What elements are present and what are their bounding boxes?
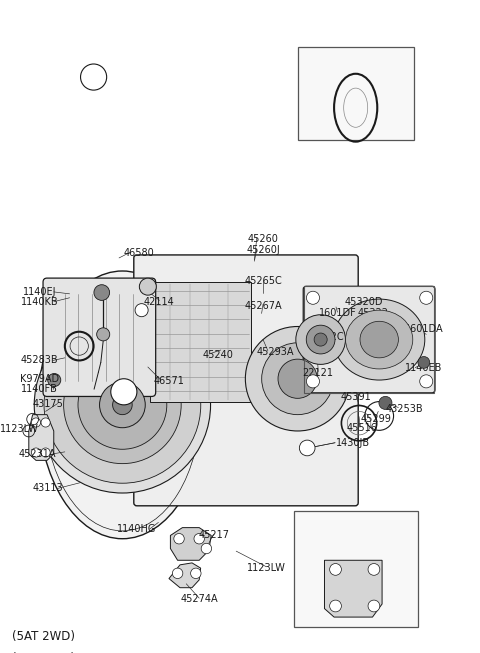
Text: 45322: 45322 (358, 308, 389, 319)
Text: 45262B: 45262B (305, 54, 345, 63)
Text: 45265C: 45265C (244, 276, 282, 287)
Ellipse shape (334, 299, 425, 380)
Text: 45391: 45391 (341, 392, 372, 402)
Text: 45240: 45240 (203, 349, 234, 360)
Text: 1140EB: 1140EB (405, 362, 443, 373)
Circle shape (113, 395, 132, 415)
Circle shape (306, 375, 320, 388)
Polygon shape (324, 560, 382, 617)
Circle shape (135, 304, 148, 317)
Circle shape (300, 440, 315, 456)
Text: 45217: 45217 (339, 542, 372, 552)
Text: (5AT 4WD): (5AT 4WD) (12, 652, 75, 653)
Circle shape (296, 315, 346, 364)
Circle shape (314, 333, 327, 346)
FancyBboxPatch shape (43, 278, 156, 396)
Circle shape (64, 346, 181, 464)
Text: 1140KB: 1140KB (21, 296, 58, 307)
Circle shape (262, 343, 334, 415)
Polygon shape (29, 415, 54, 460)
FancyBboxPatch shape (134, 255, 358, 506)
Circle shape (81, 64, 107, 90)
Text: 22121: 22121 (303, 368, 334, 378)
Text: 1123LW: 1123LW (0, 424, 38, 434)
Text: 43253B: 43253B (385, 404, 423, 414)
Text: 45332C: 45332C (307, 332, 344, 342)
Text: 46571: 46571 (154, 376, 184, 387)
Text: 1601DA: 1601DA (405, 324, 443, 334)
Text: 1140FB: 1140FB (21, 383, 58, 394)
Circle shape (139, 278, 156, 295)
Circle shape (31, 418, 41, 427)
Text: 45293A: 45293A (256, 347, 294, 357)
Circle shape (245, 326, 350, 431)
Circle shape (191, 568, 201, 579)
Bar (304, 286, 434, 393)
Circle shape (368, 564, 380, 575)
Circle shape (96, 328, 110, 341)
Circle shape (201, 543, 212, 554)
Text: 1430JB: 1430JB (336, 438, 370, 448)
Ellipse shape (38, 271, 206, 539)
Circle shape (94, 285, 109, 300)
Circle shape (306, 291, 320, 304)
Text: 45320D: 45320D (345, 296, 383, 307)
Text: 45217: 45217 (198, 530, 229, 541)
Bar (298, 47, 414, 140)
Circle shape (172, 568, 183, 579)
Circle shape (306, 325, 335, 354)
Circle shape (174, 534, 184, 544)
Circle shape (41, 418, 50, 427)
FancyBboxPatch shape (303, 286, 435, 393)
Circle shape (330, 600, 341, 612)
Circle shape (44, 326, 201, 483)
Text: 45260J: 45260J (246, 245, 280, 255)
Circle shape (420, 291, 433, 304)
Text: 45516: 45516 (347, 423, 378, 434)
Circle shape (78, 360, 167, 449)
Circle shape (420, 375, 433, 388)
Text: 45267A: 45267A (244, 300, 282, 311)
Text: 1140HG: 1140HG (117, 524, 156, 534)
Ellipse shape (346, 310, 413, 369)
Circle shape (48, 374, 61, 387)
Text: 46580: 46580 (124, 248, 155, 259)
Text: 45274A: 45274A (180, 594, 218, 605)
Bar (150, 282, 251, 402)
Circle shape (330, 564, 341, 575)
Circle shape (31, 448, 41, 457)
Circle shape (41, 448, 50, 457)
Circle shape (379, 396, 392, 409)
Circle shape (368, 600, 380, 612)
Text: 45260: 45260 (248, 234, 278, 244)
Bar (294, 511, 418, 627)
Circle shape (278, 359, 317, 398)
Ellipse shape (360, 321, 398, 358)
Circle shape (99, 382, 145, 428)
Circle shape (194, 534, 204, 544)
Text: (5AT 4WD): (5AT 4WD) (301, 518, 356, 528)
Circle shape (111, 379, 137, 405)
Polygon shape (170, 528, 211, 560)
Text: 45231A: 45231A (19, 449, 56, 459)
Text: 45299: 45299 (360, 413, 391, 424)
Text: 43113: 43113 (33, 483, 63, 494)
Text: 43175: 43175 (33, 398, 63, 409)
Text: 1140EJ: 1140EJ (23, 287, 56, 297)
Text: 45283B: 45283B (21, 355, 58, 366)
Polygon shape (169, 563, 201, 588)
Text: 1123LW: 1123LW (247, 563, 286, 573)
Text: 42114: 42114 (144, 296, 175, 307)
Text: K979AD: K979AD (20, 374, 59, 384)
Text: 1601DF: 1601DF (319, 308, 356, 319)
Circle shape (418, 357, 430, 368)
Circle shape (34, 317, 211, 493)
Text: A: A (90, 72, 97, 82)
Text: (5AT 2WD): (5AT 2WD) (12, 630, 75, 643)
Text: A: A (120, 387, 127, 396)
